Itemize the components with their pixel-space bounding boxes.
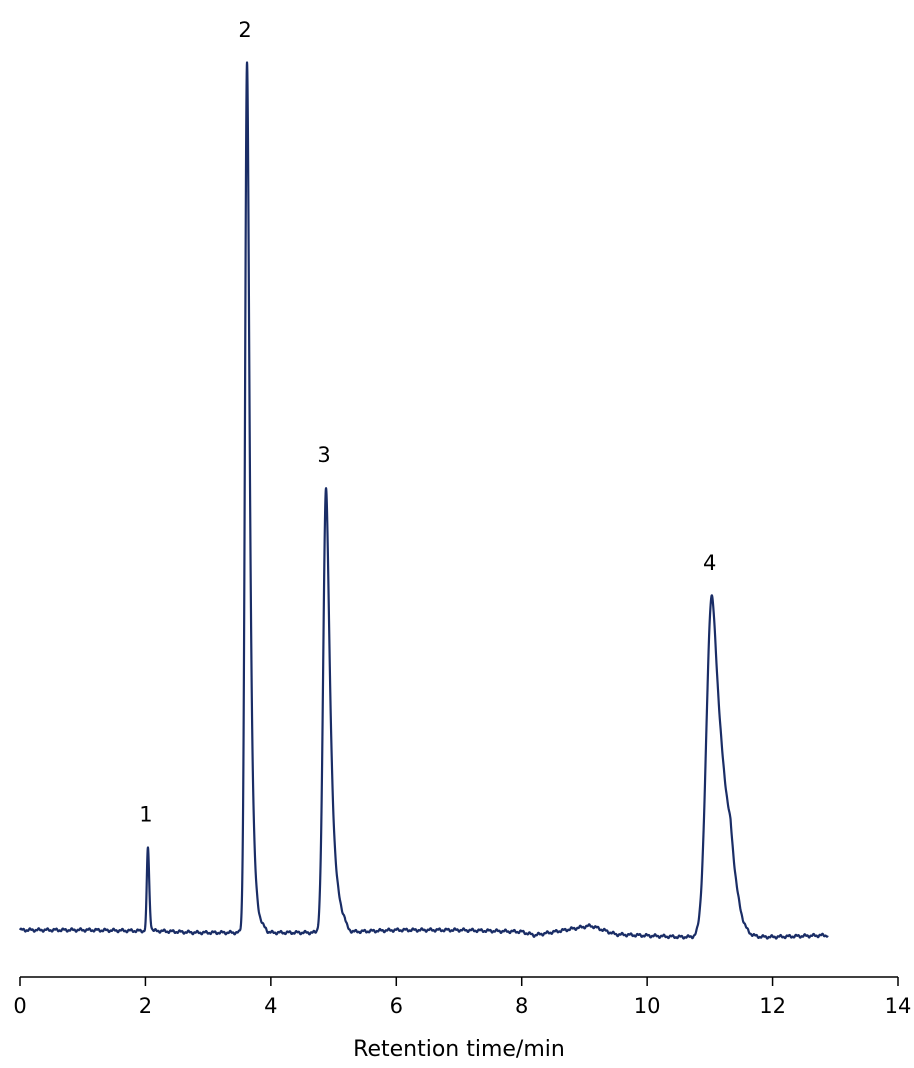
- x-tick-label-8: 8: [515, 994, 528, 1018]
- x-tick-label-2: 2: [139, 994, 152, 1018]
- x-tick-label-10: 10: [634, 994, 661, 1018]
- peak-label-1: 1: [139, 803, 152, 827]
- x-axis-ticks: [19, 977, 899, 986]
- chromatogram-trace-layer: [18, 61, 829, 940]
- peak-label-3: 3: [317, 443, 330, 467]
- peak-label-4: 4: [703, 551, 716, 575]
- x-axis: 0 2 4 6 8 10 12 14 Retention time/min: [13, 976, 911, 1062]
- peak-labels: 1 2 3 4: [139, 18, 716, 827]
- x-axis-title: Retention time/min: [353, 1037, 565, 1062]
- x-tick-label-12: 12: [759, 994, 786, 1018]
- x-tick-label-14: 14: [885, 994, 912, 1018]
- chromatogram-trace: [18, 61, 829, 940]
- x-axis-tick-labels: 0 2 4 6 8 10 12 14: [13, 994, 911, 1018]
- x-tick-label-6: 6: [390, 994, 403, 1018]
- x-tick-label-4: 4: [264, 994, 277, 1018]
- peak-label-2: 2: [238, 18, 251, 42]
- x-tick-label-0: 0: [13, 994, 26, 1018]
